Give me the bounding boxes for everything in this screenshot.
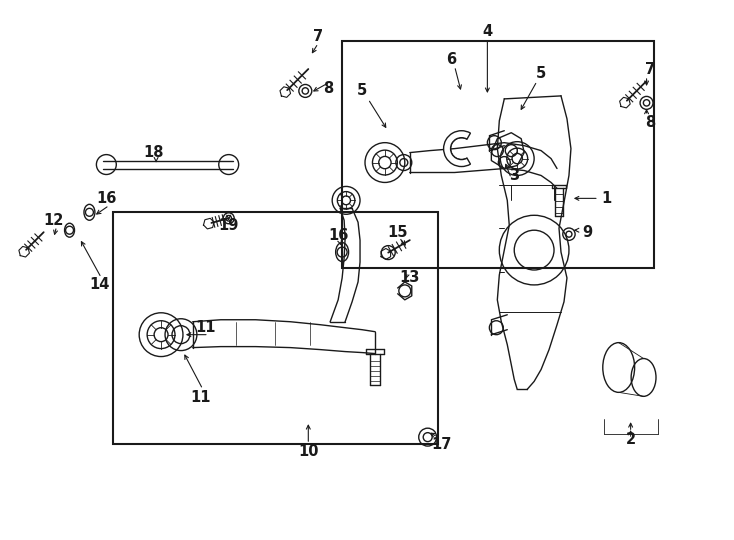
Text: 11: 11 (195, 320, 216, 335)
Bar (342, 41, 653, 268)
Wedge shape (443, 131, 470, 166)
Text: 17: 17 (432, 437, 452, 451)
Text: 16: 16 (328, 228, 349, 242)
Text: 10: 10 (298, 443, 319, 458)
Text: 9: 9 (582, 225, 592, 240)
Text: 6: 6 (446, 52, 457, 66)
Text: 11: 11 (191, 390, 211, 405)
Text: 5: 5 (357, 83, 367, 98)
Text: 7: 7 (313, 29, 323, 44)
Text: 15: 15 (388, 225, 408, 240)
Text: 8: 8 (645, 115, 655, 130)
Text: 5: 5 (536, 65, 546, 80)
Text: 14: 14 (90, 278, 109, 293)
Bar (113, 212, 437, 444)
Text: 12: 12 (43, 213, 64, 228)
Text: 13: 13 (399, 271, 420, 286)
Text: 4: 4 (482, 24, 493, 39)
Text: 16: 16 (96, 191, 117, 206)
Text: 1: 1 (602, 191, 612, 206)
Text: 18: 18 (143, 145, 164, 160)
Text: 3: 3 (509, 168, 519, 183)
Text: 7: 7 (645, 62, 655, 77)
Text: 19: 19 (219, 218, 239, 233)
Text: 2: 2 (625, 431, 636, 447)
Text: 8: 8 (323, 82, 333, 97)
